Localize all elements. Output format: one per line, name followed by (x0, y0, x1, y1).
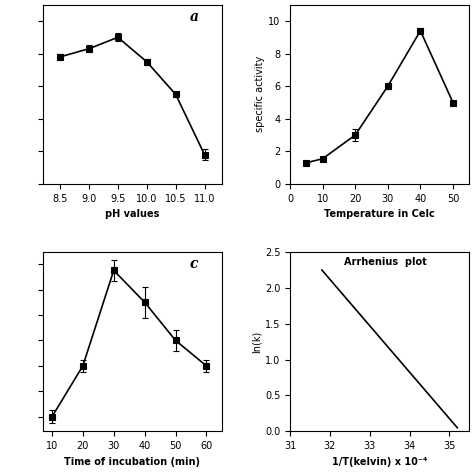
X-axis label: Time of incubation (min): Time of incubation (min) (64, 456, 201, 466)
Y-axis label: specific activity: specific activity (255, 56, 265, 133)
Text: Arrhenius  plot: Arrhenius plot (344, 257, 427, 267)
X-axis label: 1/T(kelvin) x 10⁻⁴: 1/T(kelvin) x 10⁻⁴ (332, 456, 427, 466)
Y-axis label: ln(k): ln(k) (252, 330, 262, 353)
X-axis label: pH values: pH values (105, 209, 159, 219)
Text: c: c (190, 257, 198, 272)
X-axis label: Temperature in Celc: Temperature in Celc (324, 209, 435, 219)
Text: a: a (190, 10, 199, 24)
